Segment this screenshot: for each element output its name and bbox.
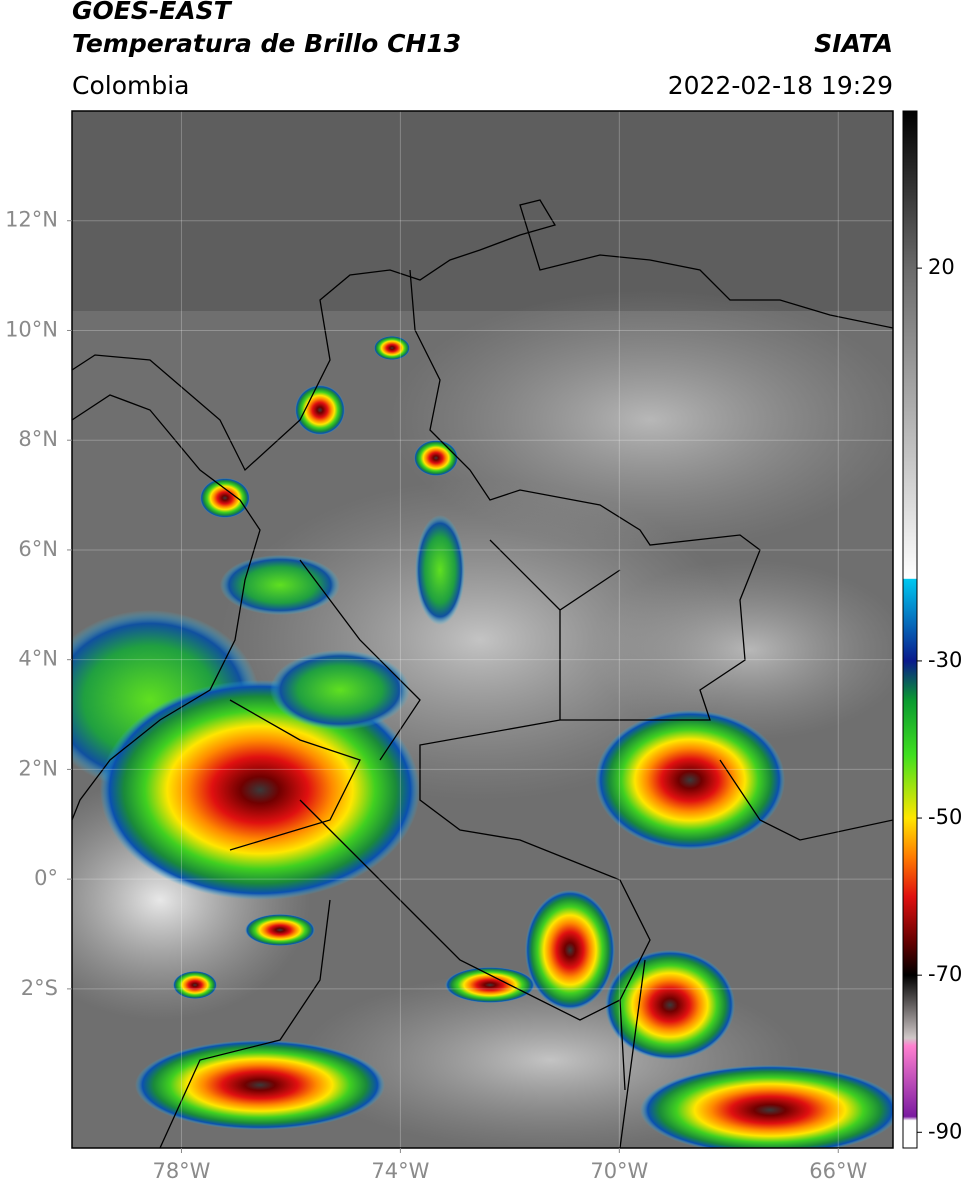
grid bbox=[72, 111, 893, 1148]
y-tick-label: 6°N bbox=[18, 537, 58, 561]
x-tick-label: 74°W bbox=[371, 1159, 429, 1183]
cloud-top bbox=[270, 650, 410, 730]
colorbar bbox=[902, 110, 918, 1149]
colorbar-tick-label: -70 bbox=[928, 962, 962, 986]
department-borders bbox=[229, 539, 621, 851]
y-tick-label: 4°N bbox=[18, 647, 58, 671]
region: Colombia bbox=[72, 71, 189, 100]
storm bbox=[595, 710, 785, 850]
subtitle: Temperatura de Brillo CH13 bbox=[72, 29, 461, 58]
y-tick-label: 2°S bbox=[21, 976, 58, 1000]
pacific-coast bbox=[72, 394, 261, 821]
cloud bbox=[590, 560, 893, 740]
y-tick-label: 2°N bbox=[18, 756, 58, 780]
storm bbox=[605, 950, 735, 1060]
colorbar-tick-label: -50 bbox=[928, 805, 962, 829]
peru-border bbox=[299, 799, 621, 1021]
storm bbox=[414, 440, 458, 476]
ecuador-coast bbox=[159, 899, 331, 1148]
y-tick-label: 12°N bbox=[5, 208, 58, 232]
cloud-top bbox=[415, 515, 465, 625]
timestamp: 2022-02-18 19:29 bbox=[668, 71, 893, 100]
storm bbox=[200, 478, 250, 518]
colombia-border bbox=[409, 269, 761, 1091]
brazil-border bbox=[719, 759, 893, 841]
storm bbox=[374, 336, 410, 360]
storm bbox=[173, 971, 217, 999]
x-tick-label: 78°W bbox=[152, 1159, 210, 1183]
border bbox=[619, 959, 646, 1148]
image-dark-band bbox=[72, 111, 893, 311]
storm bbox=[295, 385, 345, 435]
colorbar-tick-label: -30 bbox=[928, 648, 962, 672]
source: SIATA bbox=[814, 29, 893, 58]
title: GOES-EAST bbox=[72, 0, 233, 25]
x-tick-label: 70°W bbox=[590, 1159, 648, 1183]
colorbar-tick-label: 20 bbox=[928, 255, 955, 279]
map-frame bbox=[71, 110, 894, 1149]
borders bbox=[72, 199, 893, 1148]
storm bbox=[640, 1065, 893, 1148]
storm bbox=[100, 680, 420, 900]
storm bbox=[135, 1040, 385, 1130]
cloud-top bbox=[220, 555, 340, 615]
y-tick-label: 8°N bbox=[18, 427, 58, 451]
colorbar-tick-label: -90 bbox=[928, 1119, 962, 1143]
storm bbox=[445, 967, 535, 1003]
y-tick-label: 0° bbox=[34, 866, 58, 890]
storm bbox=[525, 890, 615, 1010]
x-tick-label: 66°W bbox=[809, 1159, 867, 1183]
storm bbox=[245, 914, 315, 946]
coastline bbox=[72, 199, 893, 472]
y-tick-label: 10°N bbox=[5, 317, 58, 341]
satellite-image bbox=[72, 111, 893, 1148]
